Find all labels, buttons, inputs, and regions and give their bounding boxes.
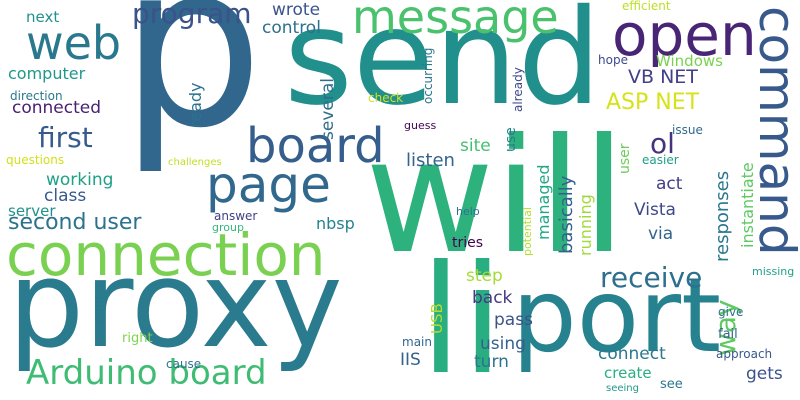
- word-program: program: [132, 0, 252, 30]
- word-already: already: [511, 67, 525, 112]
- word-direction: direction: [10, 89, 63, 103]
- word-challenges: challenges: [168, 157, 222, 168]
- word-turn: turn: [474, 352, 509, 372]
- word-create: create: [604, 364, 652, 382]
- word-fail: fail: [718, 327, 738, 342]
- word-hope: hope: [598, 53, 628, 67]
- word-basically: basically: [556, 175, 577, 254]
- word-page: page: [206, 156, 331, 214]
- word-issue: issue: [672, 123, 703, 137]
- word-p: p: [120, 0, 264, 178]
- word-site: site: [460, 136, 491, 156]
- word-check: check: [368, 91, 404, 105]
- word-web: web: [26, 16, 122, 70]
- word-proxy: proxy: [8, 236, 343, 375]
- word-class: class: [44, 186, 87, 206]
- word-ol: ol: [650, 127, 675, 160]
- word-group: group: [212, 221, 244, 234]
- word-easier: easier: [642, 153, 679, 167]
- word-potential: potential: [521, 207, 534, 256]
- word-managed: managed: [534, 164, 553, 241]
- word-error: error: [91, 294, 105, 324]
- word-vb-net: VB NET: [628, 66, 698, 88]
- word-act: act: [656, 174, 683, 194]
- word-occurring: occurring: [421, 47, 435, 104]
- word-pass: pass: [494, 310, 533, 330]
- word-open: open: [612, 1, 757, 69]
- word-questions: questions: [6, 153, 65, 167]
- word-wrote: wrote: [272, 0, 321, 20]
- word-via: via: [648, 224, 674, 244]
- word-main: main: [402, 335, 432, 349]
- word-give: give: [718, 305, 744, 319]
- word-receive: receive: [600, 261, 703, 294]
- word-li: li: [420, 234, 504, 400]
- word-computer: computer: [8, 64, 86, 83]
- word-several: several: [318, 78, 338, 140]
- word-windows: Windows: [656, 52, 723, 70]
- word-next: next: [26, 8, 60, 26]
- word-connect: connect: [598, 344, 666, 364]
- word-cause: cause: [166, 357, 202, 371]
- word-iis: IIS: [400, 350, 421, 370]
- word-instantiate: instantiate: [738, 162, 757, 248]
- word-connection: connection: [6, 221, 326, 289]
- word-send: send: [284, 0, 602, 135]
- word-use: use: [503, 127, 519, 152]
- word-responses: responses: [712, 170, 733, 262]
- word-vista: Vista: [634, 200, 676, 220]
- word-working: working: [46, 170, 114, 190]
- word-approach: approach: [716, 347, 773, 361]
- word-running: running: [576, 194, 595, 256]
- word-back: back: [472, 288, 513, 308]
- word-will: will: [365, 105, 626, 289]
- word-usb: USB: [428, 303, 446, 334]
- word-help: help: [456, 205, 480, 218]
- word-gets: gets: [746, 364, 783, 384]
- word-asp-net: ASP NET: [606, 90, 700, 115]
- word-step: step: [466, 266, 503, 286]
- word-using: using: [480, 334, 526, 354]
- word-ready: ready: [186, 82, 205, 129]
- word-efficient: efficient: [622, 0, 671, 13]
- word-tries: tries: [452, 235, 484, 251]
- word-port: port: [512, 257, 722, 376]
- word-board: board: [246, 118, 385, 174]
- word-control: control: [262, 18, 321, 38]
- word-seeing: seeing: [606, 383, 639, 394]
- word-command: command: [748, 6, 800, 256]
- word-answer: answer: [214, 209, 258, 223]
- word-server: server: [8, 202, 56, 220]
- word-arduino-board: Arduino board: [26, 353, 267, 393]
- word-user: user: [617, 143, 633, 174]
- word-listen: listen: [406, 150, 455, 171]
- word-message: message: [352, 0, 559, 44]
- word-connected: connected: [12, 98, 102, 118]
- word-second-user: second user: [8, 210, 142, 235]
- word-missing: missing: [752, 265, 795, 278]
- word-right: right: [122, 331, 153, 346]
- word-see: see: [660, 377, 683, 392]
- word-guess: guess: [404, 119, 437, 132]
- word-first: first: [38, 121, 93, 154]
- word-nbsp: nbsp: [316, 214, 355, 233]
